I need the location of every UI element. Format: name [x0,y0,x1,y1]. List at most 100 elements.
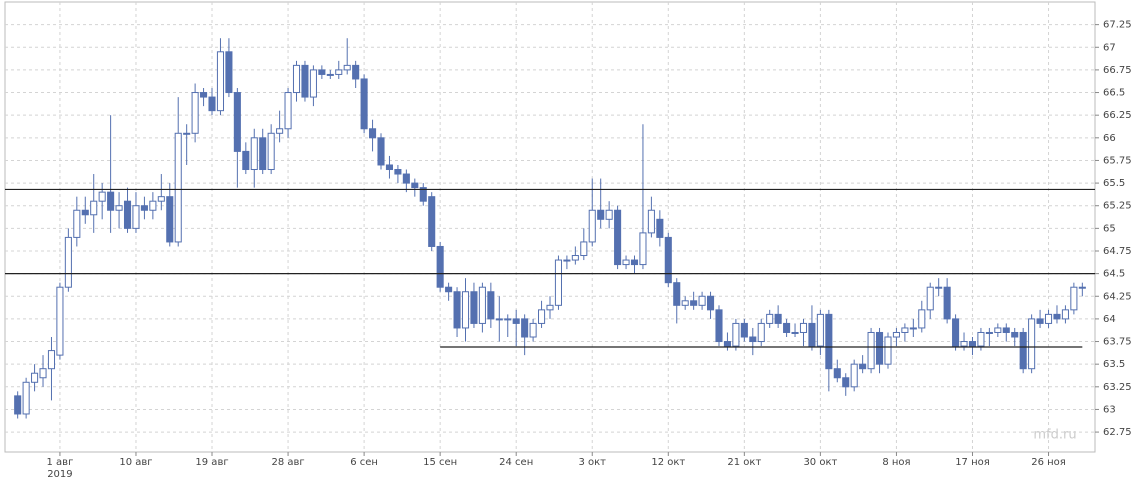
candle-body [140,205,148,211]
candle-body [538,309,546,324]
candle-body [588,209,596,243]
candle-body [707,295,715,311]
candle-body [292,64,301,94]
y-tick-label: 65.5 [1103,178,1125,189]
candle-body [597,209,605,220]
candle-body [64,236,72,288]
candle-body [529,322,537,338]
candle-body [208,96,216,112]
candle-body [690,300,698,306]
candle-body [267,132,275,171]
y-tick-label: 67 [1103,42,1116,53]
candle-body [1011,331,1019,338]
candle-body [470,291,478,324]
candle-body [647,209,655,234]
candle-body [630,259,639,266]
candle-body [977,331,985,347]
candle-body [495,318,503,321]
candle-body [554,259,562,306]
y-tick-label: 66.75 [1103,65,1132,76]
candle-body [580,241,588,257]
y-tick-label: 64.75 [1103,246,1132,257]
candle-body [1070,286,1078,311]
candle-body [825,313,833,370]
candle-body [461,291,470,329]
candle-body [360,78,368,130]
candle-body [259,137,267,171]
candle-body [250,137,258,171]
candle-body [681,300,689,306]
candle-body [276,128,284,134]
candle-body [123,200,132,229]
candle-body [892,331,900,338]
x-tick-label: 1 авг [47,457,74,468]
candle-body [664,236,672,284]
candle-body [73,209,81,238]
candle-body [1028,318,1036,370]
candle-body [740,322,748,338]
x-tick-label: 17 ноя [955,457,990,468]
candle-body [757,322,765,343]
candle-body [385,164,393,171]
candle-body [791,331,799,334]
candle-body [521,318,529,338]
y-tick-label: 62.75 [1103,427,1132,438]
y-tick-label: 63 [1103,404,1116,415]
candle-body [225,51,233,94]
y-tick-label: 63.5 [1103,359,1125,370]
candle-body [428,196,436,247]
candle-body [546,304,554,311]
x-tick-label: 30 окт [803,457,837,468]
candle-body [875,331,884,365]
candle-body [943,286,951,320]
candle-body [318,69,326,75]
candle-body [56,286,64,356]
candle-body [436,245,444,288]
candle-body [952,318,960,347]
candle-body [656,218,664,238]
candle-body [563,259,571,262]
y-tick-label: 65.25 [1103,201,1132,212]
candle-body [968,341,977,347]
candle-body [614,209,622,266]
y-tick-label: 64 [1103,314,1116,325]
candle-body [445,286,453,293]
candle-body [284,92,292,130]
candle-body [369,128,377,139]
candle-body [1002,327,1010,333]
candle-body [487,291,495,320]
candle-body [157,196,165,202]
candle-body [1036,318,1044,324]
x-tick-label: 19 авг [195,457,228,468]
candle-body [31,372,39,383]
y-tick-label: 63.75 [1103,337,1132,348]
candle-body [884,336,892,365]
x-tick-label: 26 ноя [1031,457,1066,468]
candle-body [478,286,486,324]
candle-body [1044,313,1053,324]
candle-body [715,309,723,343]
candle-body [571,255,579,261]
candle-body [326,73,334,76]
candle-body [81,209,89,216]
candle-body [216,51,225,112]
candle-body [132,205,140,229]
candle-body [985,331,993,334]
candle-body [783,322,791,333]
candle-body [377,137,385,166]
candle-body [901,327,909,333]
candle-body [394,169,402,175]
candle-body [22,381,30,415]
candle-body [926,286,934,311]
candle-body [183,132,191,135]
candle-body [859,363,867,370]
candle-body [842,377,850,388]
candle-body [191,92,199,134]
candle-body [622,259,630,266]
candle-body [698,295,706,306]
x-tick-label: 8 ноя [882,457,910,468]
candle-body [419,187,427,202]
candle-body [850,363,858,388]
candle-body [774,313,782,324]
